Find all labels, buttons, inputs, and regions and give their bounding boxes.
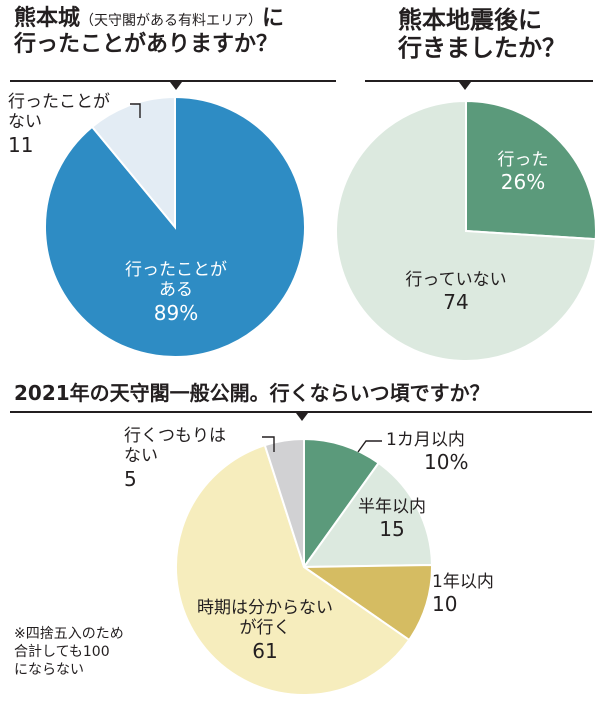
slice-label-visited: 行ったことが ある 89%	[106, 260, 246, 325]
slice-value-visited: 89%	[153, 300, 199, 325]
chart1-title-pointer	[170, 82, 182, 90]
chart1-title-rule	[10, 80, 336, 82]
chart2-title-line2: 行きましたか？	[398, 34, 566, 63]
chart2-title-line1: 熊本地震後に	[398, 6, 542, 34]
slice-undecided	[175, 443, 411, 696]
rounding-footnote: ※四捨五入のため 合計しても100 にならない	[14, 626, 189, 680]
chart2-title-rule	[365, 80, 593, 82]
slice-label-visited-line2: ある	[159, 280, 193, 301]
slice-label-undecided-line2: が行く	[239, 618, 291, 639]
pie-chart-visited-after-quake	[335, 99, 597, 362]
slice-within-half-year	[302, 461, 434, 569]
slice-within-1-year	[300, 563, 433, 642]
slice-label-did-not-go: 行っていない 74	[386, 270, 526, 314]
slice-label-went: 行った 26%	[478, 150, 568, 194]
chart2-title-pointer	[459, 82, 471, 90]
slice-value-within-1-month: 10%	[424, 450, 469, 475]
leader-not-visited	[130, 103, 141, 118]
slice-label-not-visited-line1: 行ったことが	[8, 92, 110, 112]
footnote-line-2: 合計しても100	[14, 643, 110, 660]
chart1-title: 熊本城（天守閣がある有料エリア）に 行ったことがありますか？	[14, 6, 344, 58]
pie-chart-visited-castle	[44, 95, 306, 358]
slice-not-planning	[263, 437, 305, 568]
slice-label-not-visited-line2: ない	[8, 112, 42, 133]
chart3-title-rule	[10, 411, 592, 413]
slice-label-visited-line1: 行ったことが	[125, 260, 227, 280]
slice-label-undecided-line1: 時期は分からない	[197, 598, 333, 618]
slice-label-within-1-year-name: 1年以内	[432, 572, 494, 592]
leader-not-planning	[262, 436, 275, 452]
slice-label-within-1-month-name: 1カ月以内	[386, 430, 465, 450]
chart2-title: 熊本地震後に 行きましたか？	[398, 6, 598, 63]
slice-label-within-half-year-name: 半年以内	[358, 497, 426, 517]
slice-went	[465, 99, 597, 241]
chart1-title-line2: 行ったことがありますか？	[14, 31, 279, 57]
chart1-title-main: 熊本城	[14, 6, 81, 31]
slice-value-within-1-year: 10	[432, 592, 458, 617]
slice-label-not-planning: 行くつもりは ない 5	[124, 426, 244, 491]
slice-label-went-name: 行った	[497, 150, 549, 170]
slice-label-within-half-year: 半年以内 15	[352, 497, 432, 541]
footnote-line-3: にならない	[14, 661, 84, 678]
slice-value-not-visited: 11	[8, 132, 34, 157]
slice-label-within-1-month: 1カ月以内 10%	[360, 430, 490, 474]
slice-value-undecided: 61	[252, 638, 278, 663]
chart3-title-pointer	[296, 413, 308, 421]
slice-label-not-planning-line1: 行くつもりは	[124, 426, 226, 446]
pie-chart-when-visit-2021	[175, 437, 434, 696]
chart1-title-tail: に	[262, 6, 285, 31]
slice-value-did-not-go: 74	[443, 290, 469, 315]
slice-label-not-planning-line2: ない	[124, 446, 158, 467]
slice-label-within-1-year: 1年以内 10	[432, 572, 512, 616]
slice-value-not-planning: 5	[124, 466, 137, 491]
slice-value-within-half-year: 15	[379, 517, 405, 542]
slice-label-undecided: 時期は分からない が行く 61	[190, 598, 340, 663]
footnote-line-1: ※四捨五入のため	[14, 626, 124, 642]
slice-label-did-not-go-name: 行っていない	[405, 270, 507, 290]
slice-did-not-go	[335, 99, 597, 362]
label-leader-lines	[130, 103, 382, 453]
chart3-title: 2021年の天守閣一般公開。行くならいつ頃ですか？	[14, 381, 490, 405]
slice-within-1-month	[303, 437, 380, 571]
leader-within-1-month	[357, 440, 382, 453]
slice-value-went: 26%	[500, 170, 546, 195]
chart1-title-paren: （天守閣がある有料エリア）	[80, 13, 263, 29]
slice-label-not-visited: 行ったことが ない 11	[8, 92, 128, 157]
